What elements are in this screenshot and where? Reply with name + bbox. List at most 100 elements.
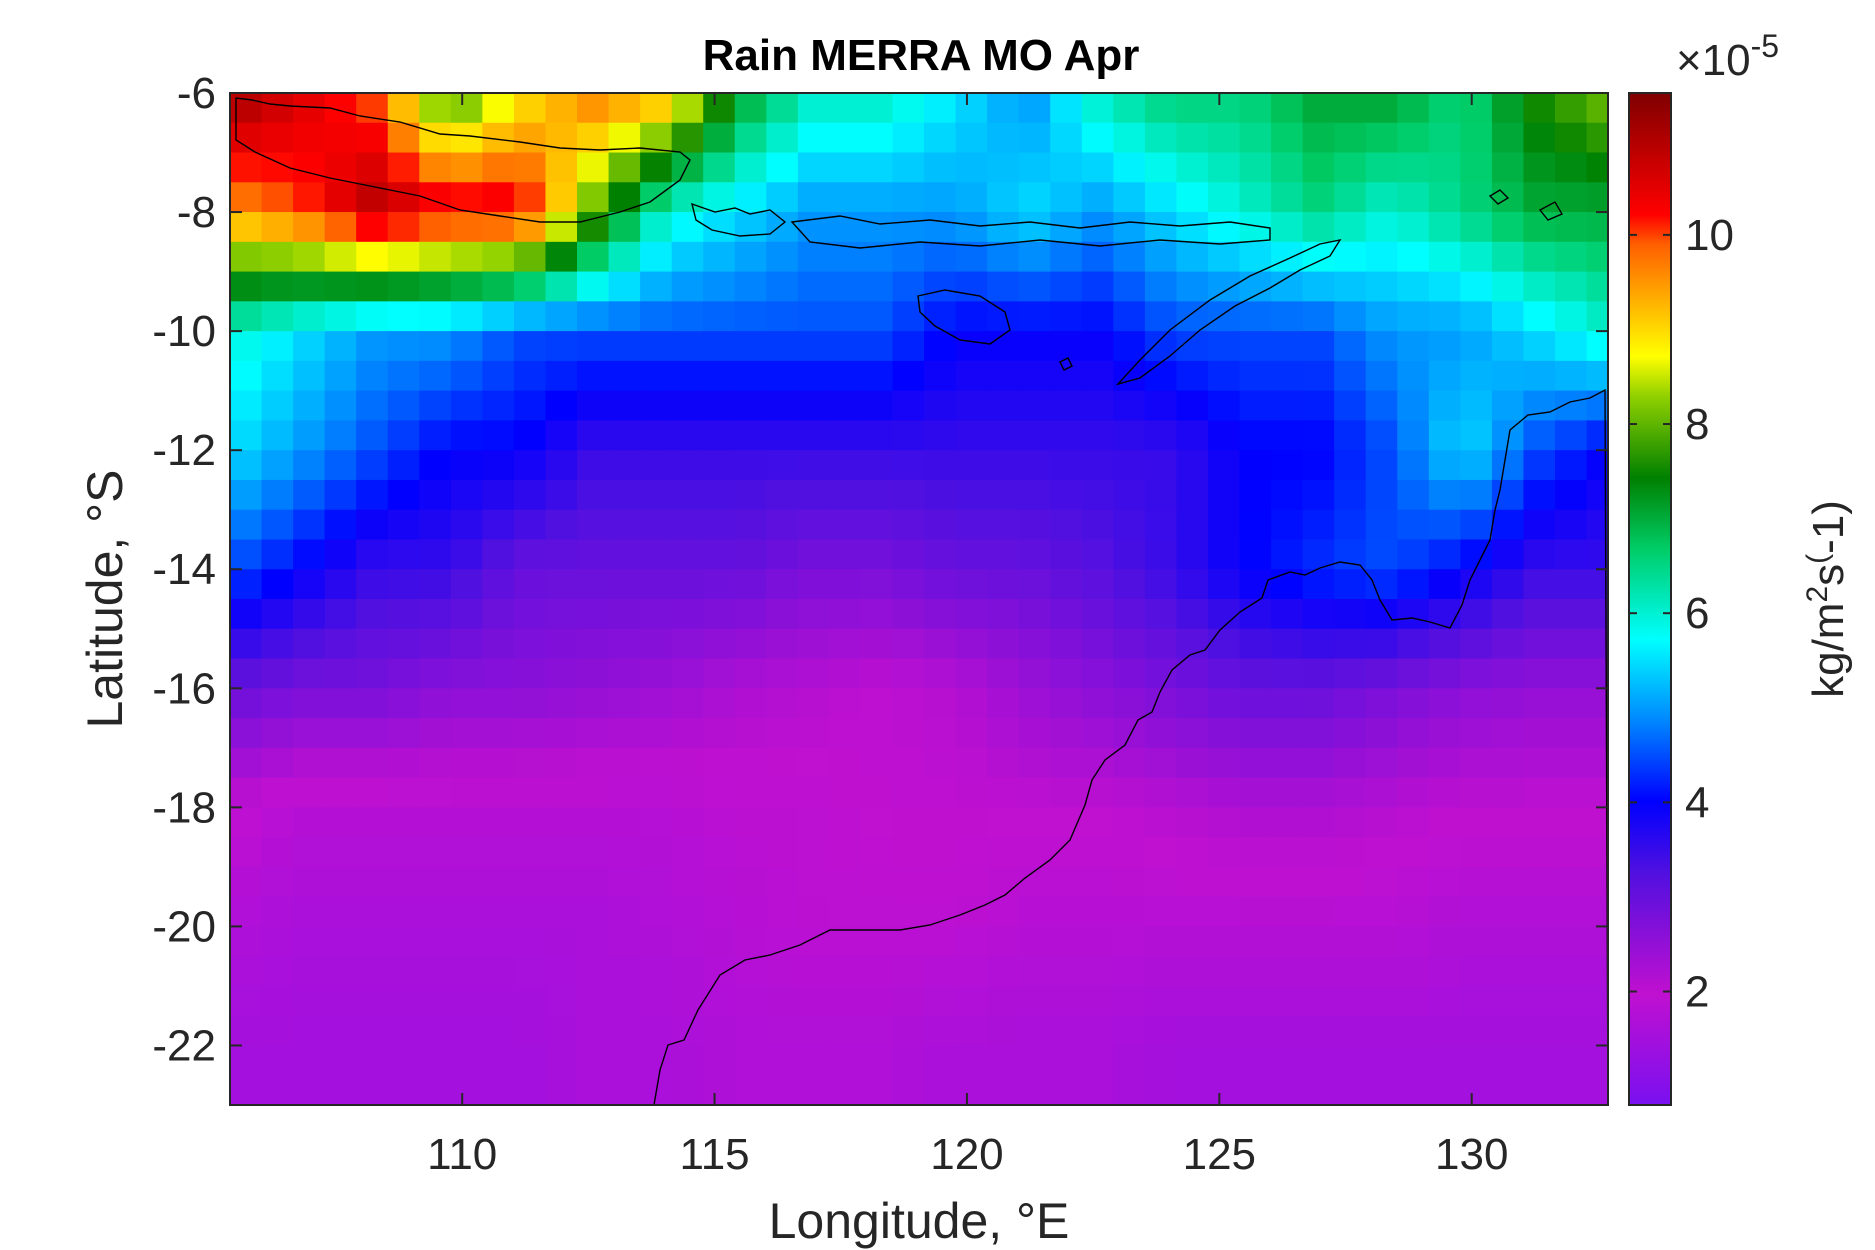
heatmap-cell (545, 658, 578, 689)
heatmap-cell (1523, 509, 1556, 541)
heatmap-cell (1365, 747, 1398, 779)
heatmap-cell (955, 420, 988, 451)
heatmap-cell (1207, 212, 1241, 243)
heatmap-cell (987, 956, 1020, 987)
heatmap-cell (324, 479, 357, 511)
heatmap-cell (419, 718, 452, 749)
heatmap-cell (797, 866, 831, 898)
heatmap-cell (1555, 301, 1588, 332)
heatmap-cell (482, 241, 515, 273)
heatmap-cell (482, 420, 515, 451)
heatmap-cell (1207, 866, 1241, 898)
heatmap-cell (1302, 718, 1335, 749)
heatmap-cell (1555, 956, 1588, 987)
heatmap-cell (577, 777, 610, 808)
heatmap-cell (1239, 479, 1272, 511)
heatmap-cell (261, 479, 294, 511)
heatmap-cell (1050, 360, 1083, 392)
heatmap-cell (1334, 747, 1367, 779)
heatmap-cell (671, 331, 704, 362)
heatmap-cell (1239, 1015, 1272, 1047)
heatmap-cell (734, 896, 767, 928)
heatmap-cell (293, 658, 326, 689)
heatmap-cell (1523, 390, 1556, 422)
heatmap-cell (419, 450, 452, 481)
coastlines (235, 97, 1608, 1105)
heatmap-cell (640, 896, 673, 928)
heatmap-cell (1144, 837, 1178, 868)
heatmap-cell (671, 569, 704, 600)
heatmap-cell (387, 1015, 420, 1047)
heatmap-cell (766, 747, 799, 779)
heatmap-cell (1081, 152, 1114, 183)
heatmap-cell (356, 807, 389, 838)
heatmap-cell (293, 241, 326, 273)
heatmap-cell (545, 1045, 578, 1076)
heatmap-cell (1271, 182, 1304, 213)
heatmap-cell (703, 360, 736, 392)
heatmap-cell (1050, 569, 1083, 600)
heatmap-cell (1428, 896, 1461, 928)
heatmap-cell (293, 331, 326, 362)
heatmap-cell (797, 450, 831, 481)
heatmap-cell (1018, 390, 1051, 422)
heatmap-cell (797, 360, 831, 392)
heatmap-cell (797, 956, 831, 987)
heatmap-cell (1586, 241, 1608, 273)
heatmap-cell (1365, 93, 1398, 124)
heatmap-cell (1176, 360, 1209, 392)
heatmap-cell (577, 420, 610, 451)
heatmap-cell (1113, 93, 1146, 124)
y-tick-label: -10 (152, 307, 216, 356)
heatmap-cell (1144, 509, 1178, 541)
heatmap-cell (703, 539, 736, 570)
heatmap-cell (1460, 777, 1493, 808)
heatmap-cell (1397, 509, 1430, 541)
heatmap-cell (419, 212, 452, 243)
heatmap-cell (324, 599, 357, 630)
heatmap-cell (1491, 658, 1525, 689)
heatmap-cell (1428, 390, 1461, 422)
heatmap-cell (703, 718, 736, 749)
heatmap-cell (324, 390, 357, 422)
heatmap-cell (671, 479, 704, 511)
heatmap-cell (924, 122, 957, 154)
heatmap-cell (1113, 360, 1146, 392)
heatmap-cell (356, 509, 389, 541)
heatmap-cell (293, 896, 326, 928)
heatmap-cell (987, 152, 1020, 183)
heatmap-cell (1555, 122, 1588, 154)
heatmap-cell (734, 718, 767, 749)
heatmap-cell (387, 569, 420, 600)
small-islands (1059, 189, 1564, 371)
heatmap-cell (324, 777, 357, 808)
heatmap-cell (640, 747, 673, 779)
heatmap-cell (1271, 152, 1304, 183)
heatmap-cell (1081, 420, 1114, 451)
heatmap-cell (545, 390, 578, 422)
heatmap-cell (766, 569, 799, 600)
heatmap-cell (293, 837, 326, 868)
heatmap-cell (1397, 390, 1430, 422)
y-tick-label: -6 (177, 69, 216, 118)
heatmap-cell (766, 122, 799, 154)
heatmap-cell (387, 212, 420, 243)
heatmap-cell (1365, 509, 1398, 541)
heatmap-cell (829, 390, 862, 422)
heatmap-cell (671, 926, 704, 957)
heatmap-cell (608, 479, 641, 511)
heatmap-cell (987, 1015, 1020, 1047)
heatmap-cell (892, 956, 925, 987)
heatmap-cell (1176, 747, 1209, 779)
heatmap-cell (419, 420, 452, 451)
heatmap-cell (1460, 479, 1493, 511)
heatmap-cell (671, 658, 704, 689)
heatmap-cell (1176, 807, 1209, 838)
heatmap-cell (608, 1075, 641, 1105)
heatmap-cell (356, 777, 389, 808)
heatmap-cell (1081, 985, 1114, 1017)
heatmap-cell (482, 956, 515, 987)
heatmap-cell (577, 926, 610, 957)
heatmap-cell (261, 122, 294, 154)
